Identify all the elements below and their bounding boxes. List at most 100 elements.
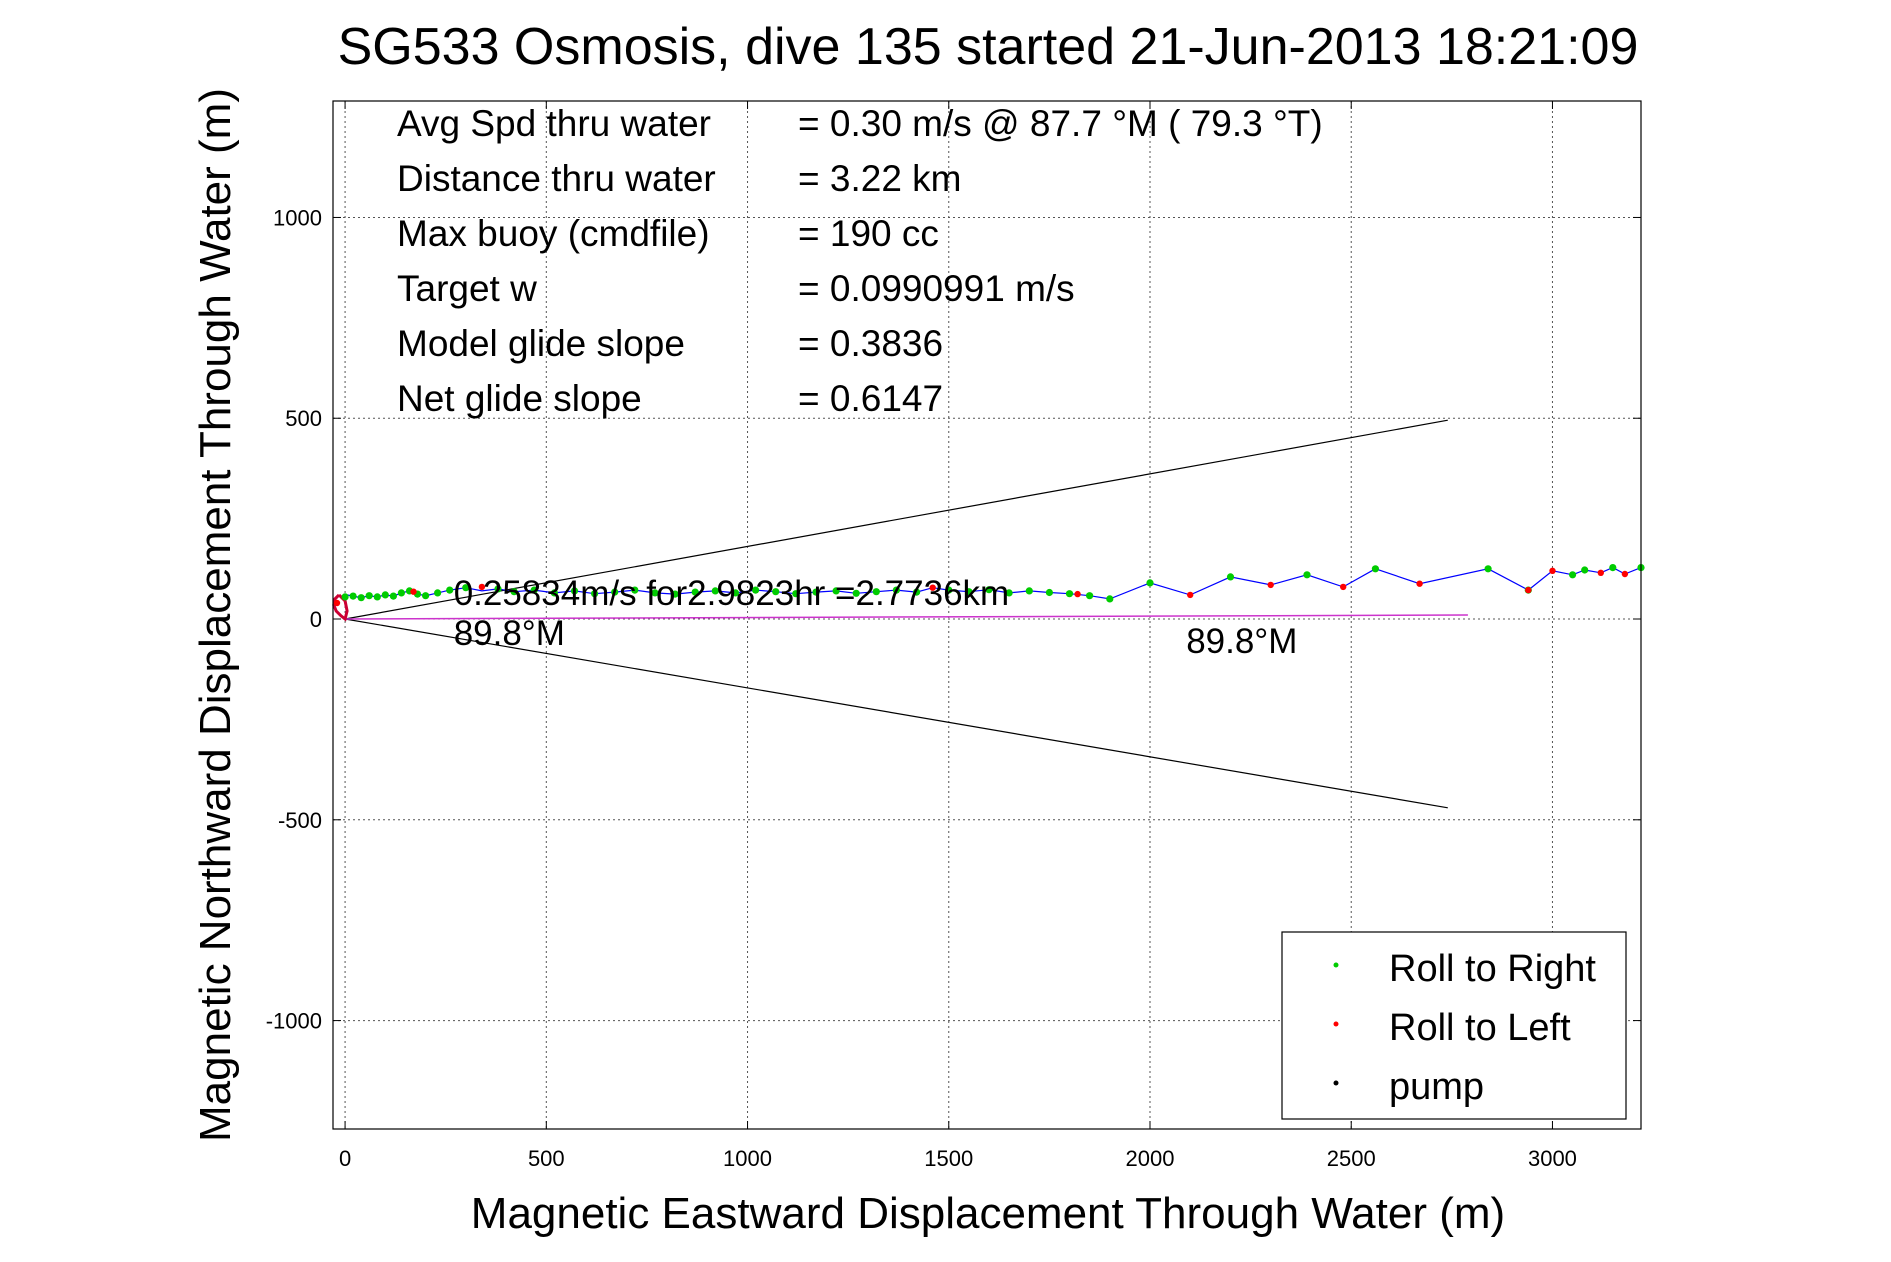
point-roll-to-left xyxy=(1340,583,1347,591)
dive-statistics: Avg Spd thru water = 0.30 m/s @ 87.7 °M (… xyxy=(397,103,1323,419)
y-tick-label: 500 xyxy=(285,406,322,431)
point-roll-to-left xyxy=(1621,570,1629,578)
point-roll-to-left xyxy=(1267,581,1274,589)
legend-box xyxy=(1281,931,1627,1120)
annotation-text: 89.8°M xyxy=(454,614,565,653)
stat-value: = 0.0990991 m/s xyxy=(798,268,1075,309)
y-tick-label: -500 xyxy=(278,808,322,833)
legend: Roll to Right Roll to Left pump xyxy=(1281,931,1627,1120)
chart-title: SG533 Osmosis, dive 135 started 21-Jun-2… xyxy=(338,18,1639,76)
point-roll-to-right xyxy=(357,594,365,602)
point-roll-to-right xyxy=(462,584,470,592)
point-roll-to-right xyxy=(852,589,860,597)
point-roll-to-left xyxy=(410,588,417,595)
point-roll-to-right xyxy=(446,586,454,594)
legend-marker xyxy=(1333,962,1339,968)
stat-value: = 0.30 m/s @ 87.7 °M ( 79.3 °T) xyxy=(798,103,1323,144)
point-roll-to-right xyxy=(1106,595,1114,603)
stat-label: Avg Spd thru water xyxy=(397,103,711,144)
annotation-text: 0.25834m/s for2.9823hr =2.7736km xyxy=(454,574,1010,613)
x-tick-label: 3000 xyxy=(1528,1146,1577,1171)
point-roll-to-right xyxy=(1609,564,1617,572)
point-roll-to-right xyxy=(570,587,579,595)
point-roll-to-right xyxy=(812,588,820,596)
plot-frame xyxy=(332,100,1642,1130)
stat-label: Model glide slope xyxy=(397,323,685,364)
point-roll-to-right xyxy=(1569,571,1577,579)
stat-label: Target w xyxy=(397,268,537,309)
y-tick-label: -1000 xyxy=(266,1009,322,1034)
point-roll-to-left xyxy=(1416,580,1423,587)
series-line-glide-cone-lower xyxy=(344,618,1448,809)
point-roll-to-right xyxy=(1025,587,1033,595)
y-tick-label: 1000 xyxy=(273,205,322,230)
x-tick-label: 2500 xyxy=(1327,1146,1376,1171)
point-roll-to-right xyxy=(550,589,559,597)
stat-value: = 0.6147 xyxy=(798,378,943,419)
x-tick-label: 500 xyxy=(528,1146,565,1171)
legend-marker xyxy=(1333,1080,1339,1086)
point-roll-to-right xyxy=(494,585,502,593)
point-roll-to-right xyxy=(1371,565,1379,573)
point-roll-to-right xyxy=(591,590,599,598)
point-roll-to-right xyxy=(1065,590,1074,598)
point-roll-to-left xyxy=(1549,567,1556,574)
legend-label: Roll to Left xyxy=(1389,1007,1571,1049)
point-roll-to-right xyxy=(985,586,993,594)
point-roll-to-right xyxy=(631,586,639,594)
point-roll-to-right xyxy=(1581,566,1589,574)
point-roll-to-left xyxy=(333,599,341,607)
point-roll-to-right xyxy=(1484,565,1492,573)
stat-label: Distance thru water xyxy=(397,158,716,199)
point-roll-to-right xyxy=(913,588,921,596)
legend-label: pump xyxy=(1389,1066,1484,1108)
x-tick-label: 1000 xyxy=(723,1146,772,1171)
point-roll-to-right xyxy=(1146,579,1154,587)
point-roll-to-right xyxy=(1005,589,1013,597)
x-tick-label: 2000 xyxy=(1126,1146,1175,1171)
point-roll-to-right xyxy=(349,592,357,600)
point-roll-to-right xyxy=(341,593,349,601)
point-roll-to-right xyxy=(892,586,901,594)
point-roll-to-right xyxy=(397,589,405,597)
point-roll-to-right xyxy=(945,586,953,594)
point-roll-to-left xyxy=(1597,569,1605,576)
point-roll-to-right xyxy=(1086,592,1094,600)
point-roll-to-right xyxy=(651,589,659,597)
point-roll-to-right xyxy=(792,590,800,598)
point-roll-to-right xyxy=(422,592,430,600)
stat-label: Net glide slope xyxy=(397,378,642,419)
point-roll-to-right xyxy=(691,588,699,596)
series-line-heading-line xyxy=(345,614,1468,620)
series-line-glide-cone-upper xyxy=(344,419,1448,620)
x-tick-label: 1500 xyxy=(924,1146,973,1171)
y-axis-label: Magnetic Northward Displacement Through … xyxy=(191,88,240,1142)
point-roll-to-right xyxy=(872,588,880,596)
axis-ticks: 0 500 1000 1500 2000 2500 3000 -1000 -500 0 500 100… xyxy=(266,101,1641,1171)
point-roll-to-right xyxy=(530,586,538,594)
x-axis-label: Magnetic Eastward Displacement Through W… xyxy=(471,1189,1505,1238)
point-roll-to-right xyxy=(611,588,619,596)
point-roll-to-left xyxy=(929,584,936,591)
point-roll-to-right xyxy=(365,592,373,600)
point-roll-to-right xyxy=(965,588,973,596)
point-roll-to-left xyxy=(478,583,486,591)
point-roll-to-right xyxy=(434,589,442,597)
point-roll-to-right xyxy=(772,588,780,596)
point-roll-to-right xyxy=(1226,573,1235,581)
point-roll-to-right xyxy=(373,593,381,601)
point-roll-to-right xyxy=(671,590,679,598)
point-roll-to-right xyxy=(1045,588,1053,597)
stat-value: = 190 cc xyxy=(798,213,939,254)
stat-value: = 0.3836 xyxy=(798,323,943,364)
stat-value: = 3.22 km xyxy=(798,158,962,199)
point-roll-to-left xyxy=(1525,586,1532,594)
point-roll-to-right xyxy=(832,587,840,595)
y-tick-label: 0 xyxy=(310,607,322,632)
point-roll-to-right xyxy=(1303,571,1311,579)
annotation-text: 89.8°M xyxy=(1186,622,1297,661)
point-roll-to-right xyxy=(752,586,760,594)
legend-marker xyxy=(1333,1021,1339,1027)
